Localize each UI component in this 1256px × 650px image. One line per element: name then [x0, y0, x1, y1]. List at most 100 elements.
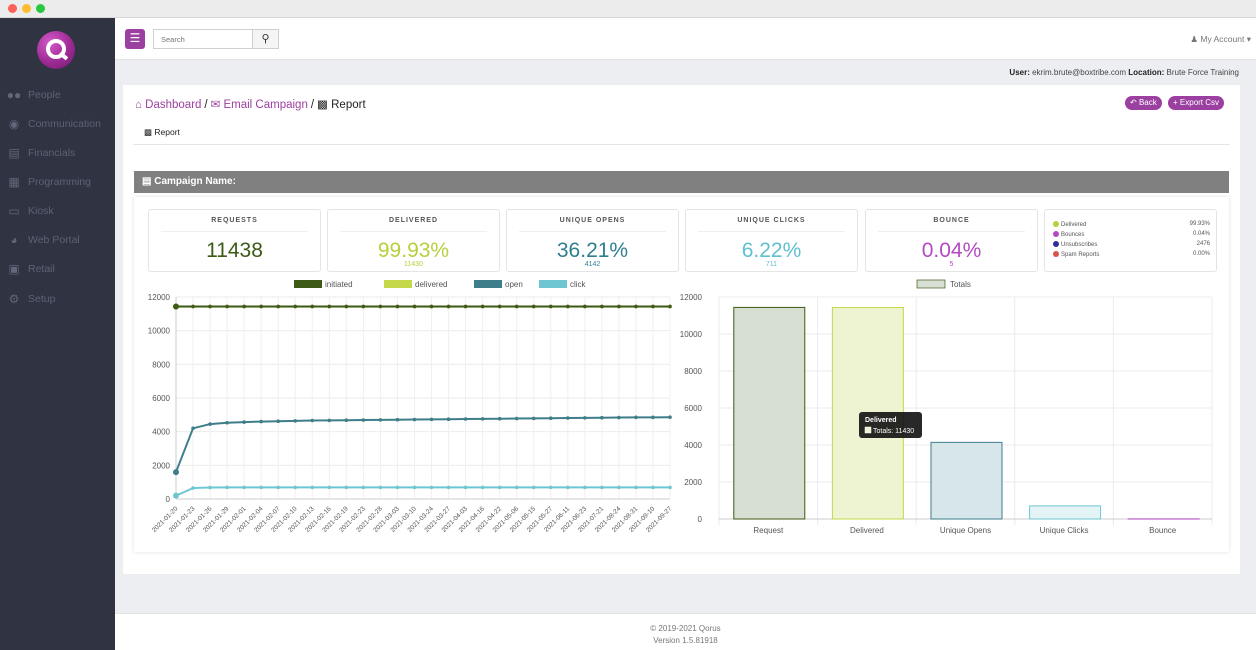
sidebar-item-label: Setup [28, 293, 56, 305]
home-icon: ⌂ [135, 99, 142, 111]
sidebar-item-communication[interactable]: ◉ Communication [0, 114, 115, 134]
legend-swatch-open [474, 280, 502, 288]
stat-unique-clicks: UNIQUE CLICKS 6.22% 711 [685, 209, 858, 272]
window-titlebar [0, 0, 1256, 18]
x-tick-label: Delivered [850, 526, 884, 535]
export-csv-button[interactable]: + Export Csv [1168, 96, 1225, 110]
bank-icon: ▤ [8, 146, 20, 160]
bar-tooltip: Delivered Totals: 11430 [859, 412, 922, 438]
data-point-initiated [208, 304, 212, 309]
data-point-open [378, 418, 383, 422]
sidebar: ●● People ◉ Communication ▤ Financials ▦… [0, 18, 115, 650]
users-icon: ●● [6, 88, 22, 102]
sidebar-item-label: Web Portal [28, 234, 80, 246]
back-button[interactable]: ↶ Back [1125, 96, 1162, 110]
data-point-initiated [600, 304, 604, 309]
stat-value: 6.22% [741, 239, 802, 262]
bar-request [733, 306, 806, 520]
reply-icon: ↶ [1130, 98, 1137, 107]
menu-toggle-button[interactable]: ☰ [125, 29, 145, 49]
user-icon: ♟ [1190, 34, 1199, 44]
data-point-initiated [378, 304, 383, 309]
x-tick-label: Unique Opens [940, 526, 991, 535]
stat-label: UNIQUE CLICKS [737, 217, 806, 224]
data-point-initiated [617, 304, 621, 309]
data-point-initiated [173, 303, 179, 310]
rates-legend: Delivered 99.93% Bounces 0.04% Unsubscribe… [1044, 209, 1217, 272]
data-point-click [600, 485, 604, 490]
legend-label: Spam Reports [1061, 252, 1100, 258]
breadcrumb-dashboard-label: Dashboard [145, 99, 202, 111]
data-point-initiated [225, 304, 229, 309]
minimize-window-button[interactable] [22, 4, 31, 13]
data-point-click [361, 485, 366, 490]
legend-label-delivered: delivered [415, 280, 447, 289]
cart-icon: ▣ [8, 262, 20, 276]
data-point-open [344, 418, 349, 423]
breadcrumb-email-campaign-label: Email Campaign [223, 99, 308, 111]
data-point-open [310, 418, 315, 423]
stat-label: UNIQUE OPENS [559, 217, 626, 224]
data-point-open [668, 415, 672, 419]
chat-icon: ◉ [8, 117, 20, 131]
data-point-initiated [344, 304, 349, 309]
data-point-click [446, 485, 451, 490]
plus-icon: + [1173, 98, 1178, 107]
data-point-click [378, 485, 383, 490]
breadcrumb-dashboard[interactable]: ⌂ Dashboard [135, 99, 201, 111]
data-point-initiated [191, 304, 195, 309]
data-point-click [497, 485, 502, 490]
data-point-click [617, 485, 621, 490]
y-tick-label: 8000 [152, 360, 170, 369]
sidebar-item-financials[interactable]: ▤ Financials [0, 143, 115, 163]
sidebar-item-people[interactable]: ●● People [0, 85, 115, 105]
close-window-button[interactable] [8, 4, 17, 13]
legend-label: Bounces [1061, 232, 1085, 238]
tab-report[interactable]: ▩ Report [144, 127, 180, 138]
data-point-click [395, 485, 400, 490]
bar-unique-opens [930, 441, 1003, 520]
legend-label: Delivered [1061, 222, 1087, 228]
breadcrumb-report: ▩ Report [317, 99, 366, 111]
data-point-initiated [565, 304, 570, 309]
breadcrumb: ⌂ Dashboard / ✉ Email Campaign / ▩ Report [135, 99, 366, 111]
app-logo[interactable] [37, 31, 75, 69]
y-tick-label: 6000 [152, 394, 170, 403]
maximize-window-button[interactable] [36, 4, 45, 13]
sidebar-item-retail[interactable]: ▣ Retail [0, 259, 115, 279]
sidebar-item-web-portal[interactable]: ◕ Web Portal [0, 230, 115, 250]
stat-unique-opens: UNIQUE OPENS 36.21% 4142 [506, 209, 679, 272]
data-point-open [531, 416, 536, 421]
list-icon: ▤ [142, 176, 152, 187]
sidebar-item-kiosk[interactable]: ▭ Kiosk [0, 201, 115, 221]
data-point-initiated [293, 304, 298, 309]
breadcrumb-email-campaign[interactable]: ✉ Email Campaign [211, 99, 308, 111]
campaign-name-header: ▤ Campaign Name: [134, 171, 1229, 193]
x-tick-label: Unique Clicks [1040, 526, 1089, 535]
my-account-menu[interactable]: ♟ My Account ▾ [1190, 34, 1251, 45]
legend-label-initiated: initiated [325, 280, 353, 289]
sidebar-item-setup[interactable]: ⚙ Setup [0, 289, 115, 309]
stat-value: 11438 [206, 239, 263, 262]
legend-swatch-totals [916, 279, 946, 289]
legend-delivered: Delivered 99.93% [1053, 221, 1210, 231]
data-point-open [412, 417, 417, 422]
data-point-click [242, 485, 246, 490]
data-point-open [497, 416, 502, 421]
data-point-open [259, 419, 263, 424]
legend-label: Unsubscribes [1061, 242, 1098, 248]
search-button[interactable]: ⚲ [252, 29, 279, 49]
y-tick-label: 6000 [684, 404, 702, 413]
data-point-click [429, 485, 434, 490]
campaign-name-label: Campaign Name: [154, 176, 236, 187]
sidebar-item-label: Communication [28, 118, 101, 130]
search-input[interactable] [153, 29, 252, 49]
sidebar-item-programming[interactable]: ▦ Programming [0, 172, 115, 192]
y-tick-label: 4000 [684, 441, 702, 450]
sidebar-item-label: People [28, 89, 61, 101]
legend-value: 0.04% [1192, 231, 1210, 237]
data-point-initiated [276, 304, 281, 309]
data-point-open [548, 416, 553, 420]
data-point-open [463, 417, 468, 421]
data-point-open [514, 416, 519, 421]
